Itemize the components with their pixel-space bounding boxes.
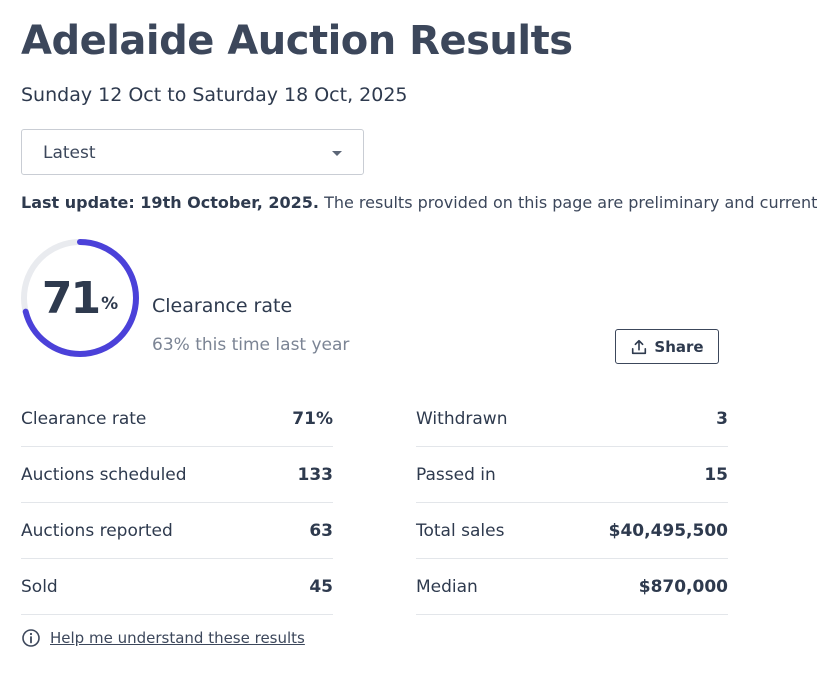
stat-row: Auctions reported 63: [21, 503, 333, 559]
chevron-down-icon: [332, 151, 342, 156]
results-period-select[interactable]: Latest: [21, 129, 364, 175]
clearance-rate-ring: [21, 239, 139, 357]
stat-row: Clearance rate 71%: [21, 391, 333, 447]
clearance-rate-unit: %: [101, 294, 119, 314]
clearance-rate-figure: 71%: [20, 238, 140, 358]
stat-row: Total sales $40,495,500: [416, 503, 728, 559]
clearance-rate-value: 71: [41, 272, 101, 324]
stat-label: Sold: [21, 576, 58, 597]
stat-value: 45: [309, 576, 333, 597]
stat-label: Withdrawn: [416, 408, 508, 429]
stat-value: $870,000: [638, 576, 728, 597]
ring-progress: [21, 239, 139, 357]
stat-row: Auctions scheduled 133: [21, 447, 333, 503]
stats-table-right: Withdrawn 3 Passed in 15 Total sales $40,49…: [416, 391, 728, 615]
stat-value: 63: [309, 520, 333, 541]
stat-label: Auctions reported: [21, 520, 173, 541]
help-link-label[interactable]: Help me understand these results: [50, 629, 305, 647]
stat-label: Clearance rate: [21, 408, 147, 429]
stat-label: Passed in: [416, 464, 496, 485]
share-button[interactable]: Share: [615, 329, 719, 364]
stat-row: Sold 45: [21, 559, 333, 615]
stat-row: Withdrawn 3: [416, 391, 728, 447]
stat-value: 71%: [292, 408, 333, 429]
stat-label: Total sales: [416, 520, 505, 541]
stat-label: Median: [416, 576, 478, 597]
stats-table-left: Clearance rate 71% Auctions scheduled 133 …: [21, 391, 333, 615]
stat-label: Auctions scheduled: [21, 464, 187, 485]
last-update-date: Last update: 19th October, 2025.: [21, 193, 319, 212]
stat-value: 3: [716, 408, 728, 429]
help-link[interactable]: Help me understand these results: [21, 628, 305, 648]
info-icon: [22, 629, 40, 647]
select-value: Latest: [43, 143, 96, 163]
stat-row: Median $870,000: [416, 559, 728, 615]
share-icon: [632, 339, 647, 354]
clearance-rate-comparison: 63% this time last year: [152, 335, 350, 355]
date-range: Sunday 12 Oct to Saturday 18 Oct, 2025: [21, 84, 408, 106]
stat-value: 15: [704, 464, 728, 485]
stat-value: $40,495,500: [608, 520, 728, 541]
last-update-text: The results provided on this page are pr…: [319, 193, 817, 212]
last-update-notice: Last update: 19th October, 2025. The res…: [21, 193, 817, 212]
clearance-rate-label: Clearance rate: [152, 295, 293, 317]
share-label: Share: [654, 337, 704, 356]
stat-value: 133: [297, 464, 334, 485]
stat-row: Passed in 15: [416, 447, 728, 503]
page-title: Adelaide Auction Results: [21, 18, 573, 64]
